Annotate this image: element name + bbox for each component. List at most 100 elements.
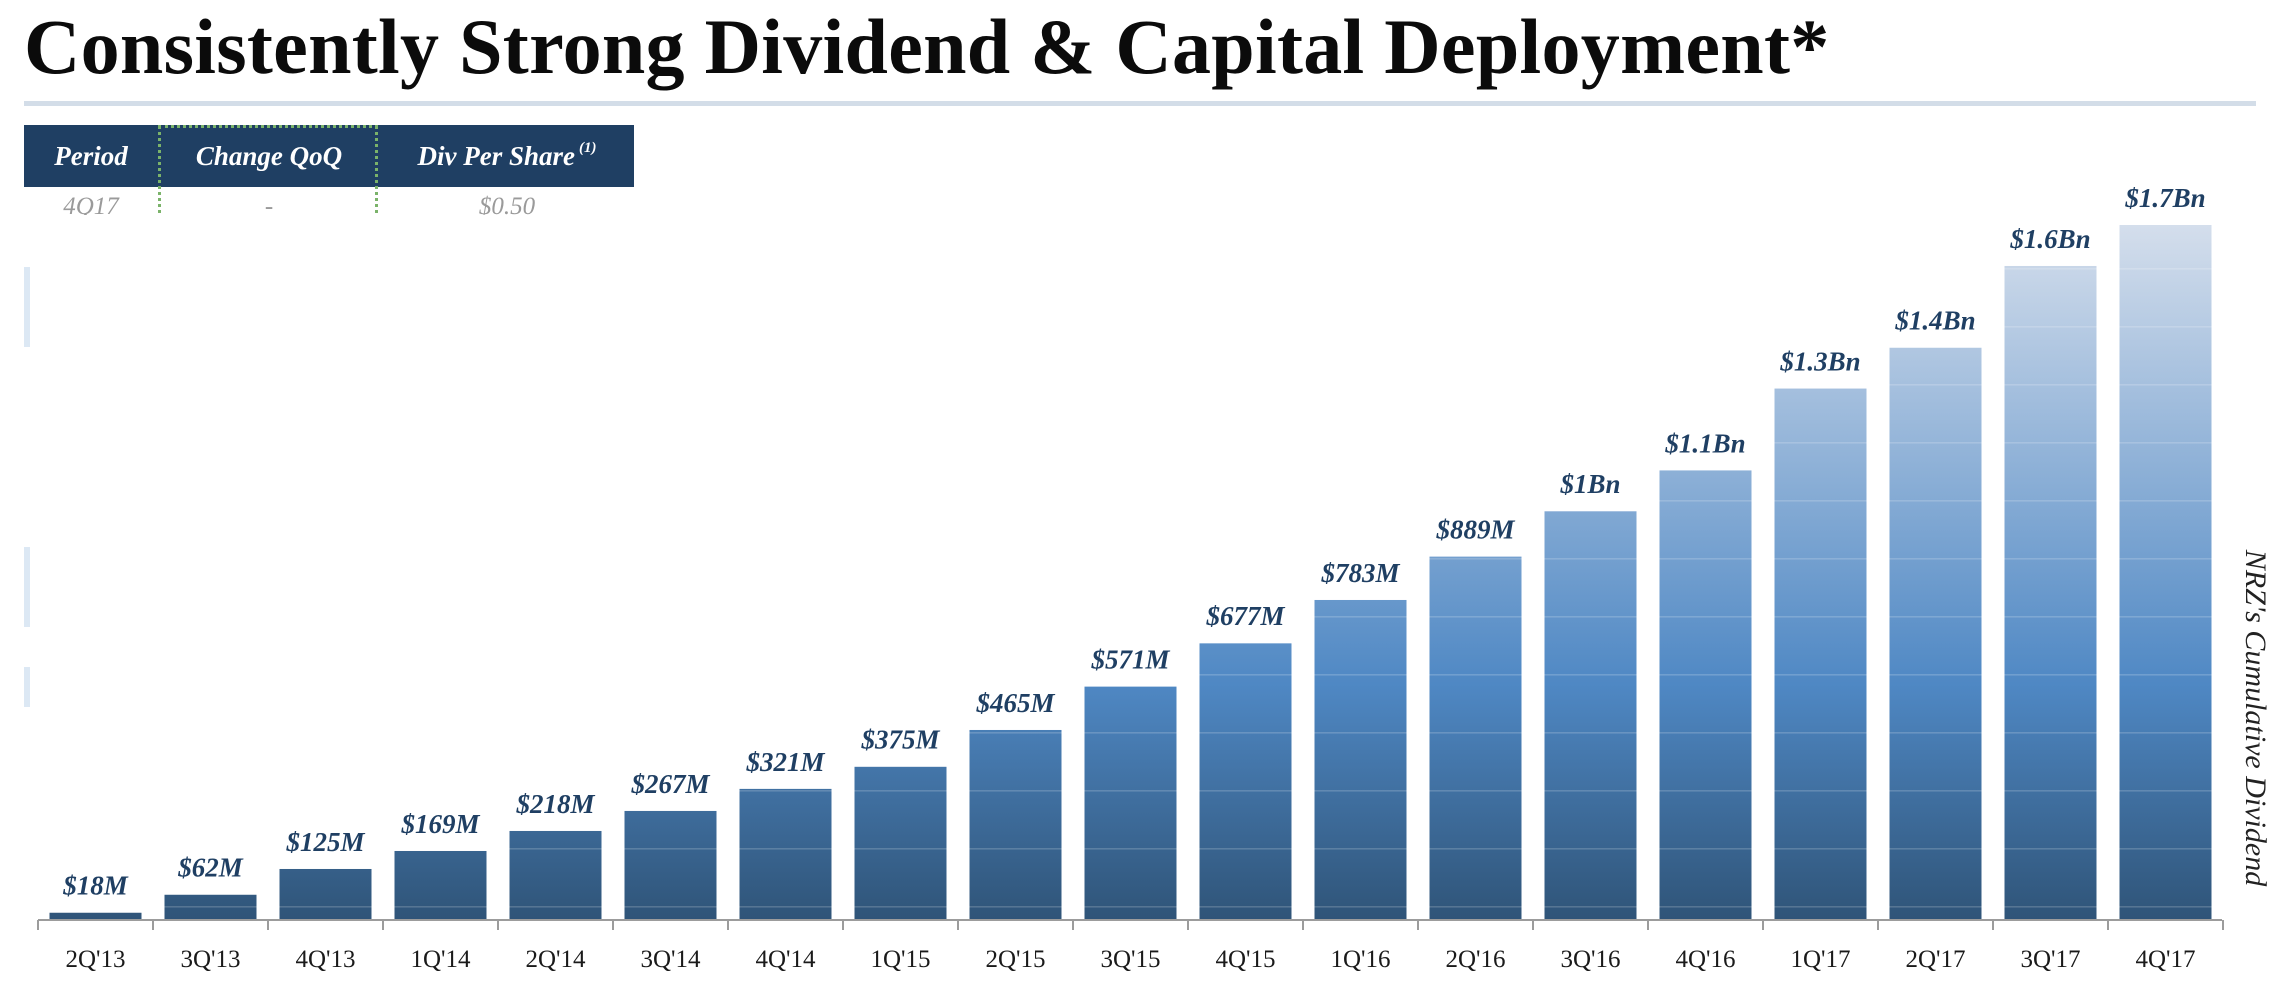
data-label: $571M bbox=[1090, 645, 1170, 675]
bar-gap bbox=[831, 215, 855, 920]
x-tick-label: 4Q'15 bbox=[1215, 946, 1275, 973]
bar-top-mask bbox=[853, 215, 948, 767]
x-tick-label: 2Q'17 bbox=[1905, 946, 1965, 973]
bar-top-mask bbox=[508, 215, 603, 831]
data-labels-group: $18M $62M $125M $169M $218M $267M $321M $375M $4… bbox=[62, 183, 2205, 901]
bar-3Q'16 bbox=[1544, 511, 1637, 920]
bar-band-stripe bbox=[38, 906, 2222, 908]
header-footnote-marker: (1) bbox=[579, 139, 597, 156]
x-tick-label: 1Q'16 bbox=[1330, 946, 1390, 973]
right-edge-mask bbox=[2211, 215, 2230, 920]
x-tick-label: 2Q'15 bbox=[985, 946, 1045, 973]
bar-gap bbox=[256, 215, 280, 920]
x-tick-label: 1Q'15 bbox=[870, 946, 930, 973]
bar-3Q'14 bbox=[624, 810, 717, 920]
x-tick-label: 1Q'14 bbox=[410, 946, 471, 973]
bar-top-mask bbox=[968, 215, 1063, 730]
data-label: $62M bbox=[177, 853, 244, 883]
header-change-qoq: Change QoQ bbox=[195, 140, 343, 171]
bar-1Q'15 bbox=[854, 766, 947, 920]
x-tick-label: 4Q'16 bbox=[1675, 946, 1735, 973]
bar-3Q'15 bbox=[1084, 686, 1177, 920]
bar-gap bbox=[1866, 215, 1890, 920]
bar-1Q'16 bbox=[1314, 599, 1407, 920]
bar-top-mask bbox=[1428, 215, 1523, 557]
bar-gap bbox=[1981, 215, 2005, 920]
bar-1Q'17 bbox=[1774, 388, 1867, 920]
bar-gap bbox=[1176, 215, 1200, 920]
left-edge-mask bbox=[30, 215, 50, 920]
bar-top-mask bbox=[1658, 215, 1753, 471]
data-label: $125M bbox=[285, 827, 365, 857]
change-qoq-cell: - bbox=[264, 193, 274, 220]
bar-top-mask bbox=[278, 215, 373, 869]
bar-gap bbox=[1751, 215, 1775, 920]
data-label: $1.4Bn bbox=[1894, 306, 1975, 336]
bar-gap bbox=[601, 215, 625, 920]
bar-top-mask bbox=[1198, 215, 1293, 644]
bar-2Q'13 bbox=[49, 912, 142, 920]
bar-gap bbox=[1291, 215, 1315, 920]
x-axis-ticks-group bbox=[37, 920, 2224, 930]
x-axis-tick-labels-group: 2Q'13 3Q'13 4Q'13 1Q'14 2Q'14 3Q'14 4Q'14 1Q'15… bbox=[65, 946, 2195, 973]
x-tick-label: 1Q'17 bbox=[1790, 946, 1850, 973]
bar-1Q'14 bbox=[394, 850, 487, 920]
x-tick-label: 3Q'17 bbox=[2020, 946, 2080, 973]
bar-gap bbox=[1061, 215, 1085, 920]
bar-gap bbox=[716, 215, 740, 920]
bar-4Q'14 bbox=[739, 788, 832, 920]
bar-4Q'17 bbox=[2119, 225, 2212, 920]
bar-top-mask bbox=[2118, 215, 2213, 225]
bar-2Q'14 bbox=[509, 830, 602, 920]
data-label: $889M bbox=[1435, 515, 1515, 545]
data-label: $1.3Bn bbox=[1779, 347, 1860, 377]
table-header: Period Change QoQ Div Per Share (1) bbox=[24, 125, 634, 187]
bar-gap bbox=[1636, 215, 1660, 920]
x-tick-label: 2Q'13 bbox=[65, 946, 125, 973]
bar-stripes-group bbox=[30, 215, 2230, 920]
x-tick-label: 3Q'15 bbox=[1100, 946, 1160, 973]
data-label: $18M bbox=[62, 871, 129, 901]
bar-top-mask bbox=[623, 215, 718, 811]
bar-gap bbox=[141, 215, 165, 920]
x-tick-label: 3Q'16 bbox=[1560, 946, 1620, 973]
bar-gap bbox=[2096, 215, 2120, 920]
bar-2Q'16 bbox=[1429, 556, 1522, 920]
data-label: $321M bbox=[745, 747, 825, 777]
x-tick-label: 3Q'14 bbox=[640, 946, 701, 973]
x-tick-label: 2Q'14 bbox=[525, 946, 586, 973]
data-label: $1.1Bn bbox=[1664, 428, 1745, 458]
y-axis-side-label: NRZ's Cumulative Dividend bbox=[2239, 549, 2272, 887]
x-tick-label: 2Q'16 bbox=[1445, 946, 1505, 973]
bar-top-mask bbox=[738, 215, 833, 789]
bar-top-mask bbox=[1888, 215, 1983, 348]
bar-gap bbox=[1406, 215, 1430, 920]
bar-3Q'17 bbox=[2004, 265, 2097, 921]
bars-group bbox=[49, 225, 2212, 921]
data-label: $465M bbox=[975, 688, 1055, 718]
data-label: $267M bbox=[630, 769, 710, 799]
data-label: $218M bbox=[515, 789, 595, 819]
bar-2Q'15 bbox=[969, 729, 1062, 920]
bar-top-mask bbox=[48, 215, 143, 913]
header-div-per-share-label: Div Per Share bbox=[417, 140, 576, 171]
bar-4Q'15 bbox=[1199, 643, 1292, 920]
bar-top-mask bbox=[163, 215, 258, 895]
data-label: $783M bbox=[1320, 558, 1400, 588]
bar-top-mask bbox=[2003, 215, 2098, 266]
bar-top-mask bbox=[1313, 215, 1408, 600]
bar-2Q'17 bbox=[1889, 347, 1982, 920]
data-label: $375M bbox=[860, 725, 940, 755]
bar-gap bbox=[371, 215, 395, 920]
x-tick-label: 4Q'13 bbox=[295, 946, 355, 973]
data-label: $677M bbox=[1205, 601, 1285, 631]
bar-band-stripe bbox=[38, 732, 2222, 734]
bar-3Q'13 bbox=[164, 894, 257, 920]
bar-band-stripe bbox=[38, 790, 2222, 792]
bar-top-mask bbox=[1773, 215, 1868, 389]
data-label: $1Bn bbox=[1559, 469, 1620, 499]
data-label: $1.6Bn bbox=[2009, 224, 2090, 254]
x-tick-label: 3Q'13 bbox=[180, 946, 240, 973]
bar-top-mask bbox=[1083, 215, 1178, 687]
bar-4Q'13 bbox=[279, 868, 372, 920]
